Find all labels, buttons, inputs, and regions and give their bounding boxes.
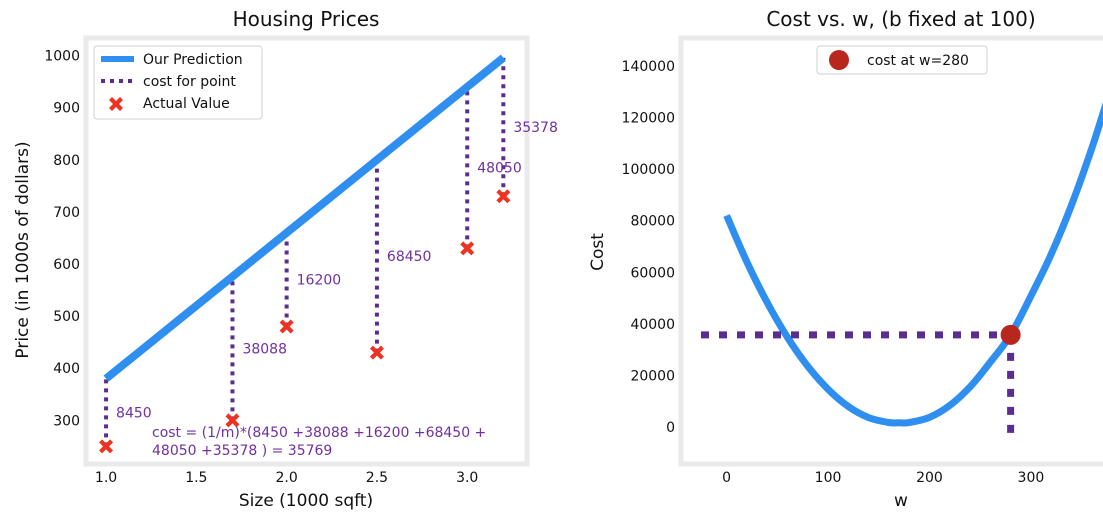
actual-value-marker (225, 413, 240, 428)
chart-title: Housing Prices (233, 7, 380, 31)
y-tick-labels: 0 20000 40000 60000 80000 100000 120000 140000 (622, 59, 675, 436)
y-tick-label: 100000 (622, 162, 675, 178)
cost-vs-w-chart: Cost vs. w, (b fixed at 100) w Cost 0 100… (588, 7, 1103, 511)
x-tick-label: 0 (722, 470, 731, 486)
actual-value-marker (99, 439, 114, 454)
y-tick-label: 800 (53, 153, 80, 169)
cost-label: 48050 (477, 161, 522, 177)
x-tick-label: 1.5 (185, 470, 207, 486)
cost-label: 38088 (242, 341, 287, 357)
legend-cost-point-swatch (829, 50, 849, 70)
x-tick-label: 300 (1018, 470, 1045, 486)
y-tick-label: 40000 (630, 317, 675, 333)
x-tick-label: 2.0 (276, 470, 298, 486)
legend-actual-label: Actual Value (143, 96, 230, 112)
x-tick-label: 100 (815, 470, 842, 486)
x-tick-label: 2.5 (366, 470, 388, 486)
x-tick-label: 1.0 (95, 470, 117, 486)
x-tick-labels: 1.0 1.5 2.0 2.5 3.0 (95, 470, 478, 486)
y-tick-label: 400 (53, 361, 80, 377)
housing-prices-chart: Housing Prices Size (1000 sqft) Price (i… (13, 7, 558, 511)
y-tick-label: 700 (53, 205, 80, 221)
cost-label: 35378 (513, 120, 558, 136)
y-tick-label: 1000 (44, 49, 80, 65)
actual-value-marker (369, 345, 384, 360)
y-tick-label: 120000 (622, 110, 675, 126)
y-tick-label: 60000 (630, 265, 675, 281)
chart-title: Cost vs. w, (b fixed at 100) (766, 7, 1035, 31)
y-tick-label: 80000 (630, 214, 675, 230)
y-tick-label: 300 (53, 413, 80, 429)
x-tick-label: 200 (916, 470, 943, 486)
x-axis-label: w (894, 491, 908, 511)
legend-box (816, 45, 988, 75)
cost-point-marker (1000, 324, 1021, 345)
y-tick-label: 20000 (630, 369, 675, 385)
cost-label: 68450 (387, 249, 432, 265)
y-tick-labels: 300 400 500 600 700 800 900 1000 (44, 49, 80, 430)
cost-annotation-line-1: cost = (1/m)*(8450 +38088 +16200 +68450 … (152, 425, 486, 441)
y-axis-label: Cost (588, 233, 608, 271)
legend-cost-point-label: cost at w=280 (867, 53, 969, 69)
cost-annotation-line-2: 48050 +35378 ) = 35769 (152, 443, 332, 459)
legend-box (93, 45, 263, 120)
y-tick-label: 900 (53, 101, 80, 117)
actual-value-marker (460, 241, 475, 256)
y-tick-label: 600 (53, 257, 80, 273)
legend: Our Prediction cost for point Actual Val… (93, 45, 263, 120)
cost-label: 16200 (297, 273, 342, 289)
y-tick-label: 0 (666, 420, 675, 436)
prediction-line (103, 54, 506, 382)
y-tick-label: 140000 (622, 59, 675, 75)
legend-actual-swatch (109, 97, 123, 111)
legend-prediction-label: Our Prediction (143, 52, 243, 68)
x-tick-label: 3.0 (456, 470, 478, 486)
legend-cost-label: cost for point (143, 74, 236, 90)
y-axis-label: Price (in 1000s of dollars) (13, 141, 33, 358)
data-marks: 8450 38088 16200 68450 48050 35378 (99, 54, 558, 454)
plot-frame (678, 35, 1103, 467)
cost-label: 8450 (116, 406, 152, 422)
cost-curve (723, 101, 1103, 427)
x-tick-labels: 0 100 200 300 (722, 470, 1044, 486)
actual-value-marker (496, 189, 511, 204)
actual-value-marker (279, 319, 294, 334)
x-axis-label: Size (1000 sqft) (239, 491, 373, 511)
cost-annotation: cost = (1/m)*(8450 +38088 +16200 +68450 … (152, 425, 486, 459)
data-marks (701, 101, 1103, 442)
legend: cost at w=280 (816, 45, 988, 75)
y-tick-label: 500 (53, 309, 80, 325)
